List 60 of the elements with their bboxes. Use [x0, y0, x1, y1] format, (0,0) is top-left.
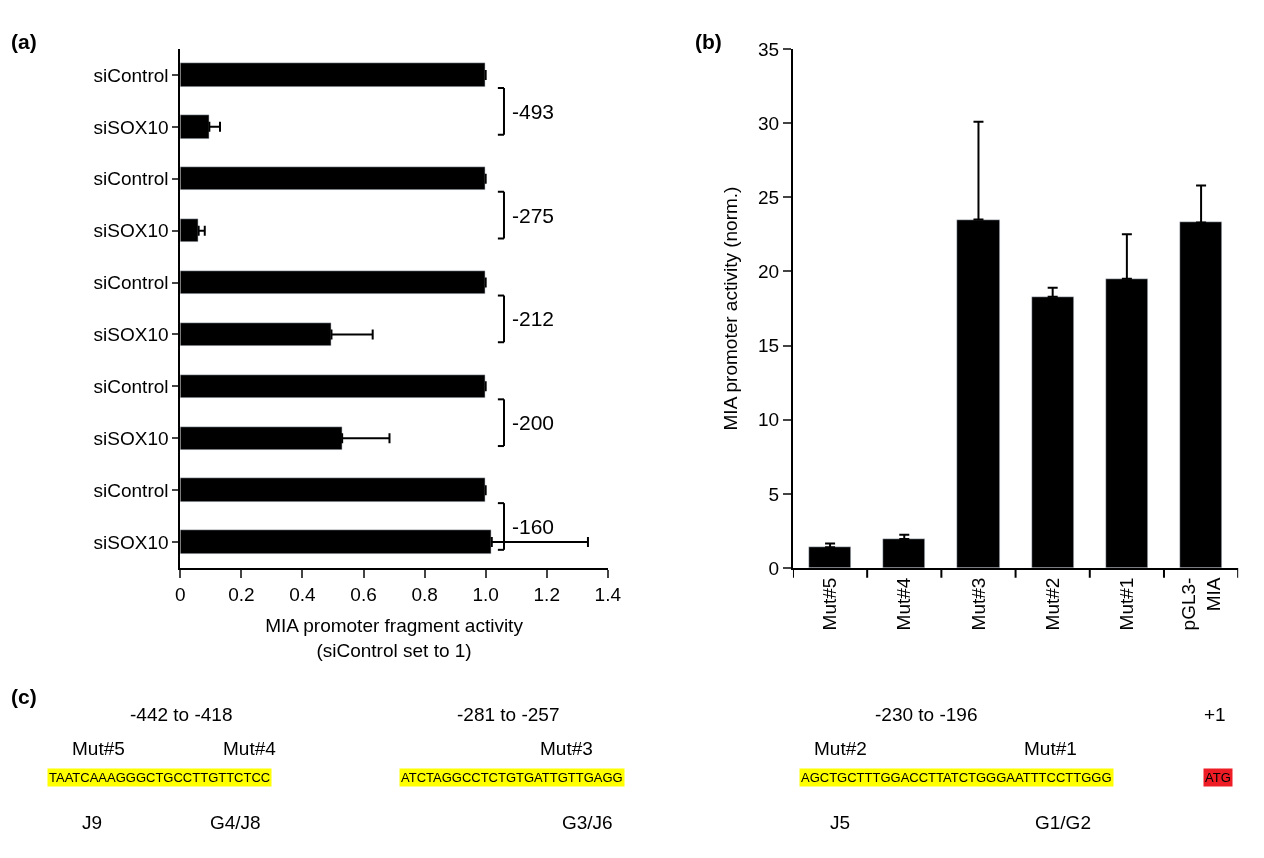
- text: G4/J8: [210, 812, 261, 833]
- x-tick-label: Mut#3: [967, 577, 989, 631]
- y-tick-label: 10: [758, 409, 780, 431]
- text: TAATCAAAGGGCTGCCTTGTTCTCC: [49, 770, 271, 785]
- chart-title: (a): [11, 30, 37, 53]
- y-tick-label: 25: [758, 186, 780, 208]
- x-axis-title: MIA promoter fragment activity (siControl set to 1): [265, 615, 524, 661]
- annotation: -212: [512, 307, 555, 330]
- text: ATG: [1205, 770, 1231, 785]
- text: Mut#1: [1024, 738, 1077, 759]
- x-tick-label: Mut#4: [893, 577, 915, 631]
- text: Mut#5: [72, 738, 125, 759]
- text: G3/J6: [562, 812, 613, 833]
- x-tick-label: Mut#1: [1116, 577, 1138, 631]
- x-tick-label: 0.6: [350, 583, 377, 605]
- y-tick-label: 15: [758, 335, 780, 357]
- y-tick-label: 5: [768, 483, 780, 505]
- y-tick-label: siControl: [93, 168, 169, 190]
- x-tick-label: pGL3- MIA: [1177, 577, 1224, 631]
- x-tick-label: 0.2: [228, 583, 255, 605]
- y-tick-label: 20: [758, 261, 780, 283]
- y-tick-label: siSOX10: [93, 531, 169, 553]
- text: +1: [1204, 704, 1226, 725]
- text: -442 to -418: [130, 704, 233, 725]
- x-tick-label: 1.4: [594, 583, 622, 605]
- text: (c): [11, 685, 37, 708]
- y-tick-label: siSOX10: [93, 116, 169, 138]
- text: Mut#3: [540, 738, 593, 759]
- annotation: -200: [512, 411, 555, 434]
- text: G1/G2: [1035, 812, 1091, 833]
- x-tick-label: 0.8: [411, 583, 438, 605]
- x-tick-label: Mut#2: [1041, 577, 1063, 631]
- y-tick-label: siControl: [93, 64, 169, 86]
- y-tick-label: siSOX10: [93, 324, 169, 346]
- y-tick-label: 30: [758, 112, 780, 134]
- text: Mut#2: [814, 738, 867, 759]
- x-tick-label: 1.0: [472, 583, 499, 605]
- y-tick-label: 35: [758, 38, 780, 60]
- x-tick-label: 0: [175, 583, 186, 605]
- text: -281 to -257: [457, 704, 560, 725]
- text: J5: [830, 812, 851, 833]
- y-tick-label: siControl: [93, 479, 169, 501]
- annotation: -275: [512, 204, 555, 227]
- y-tick-label: siControl: [93, 272, 169, 294]
- y-tick-label: 0: [768, 557, 780, 579]
- text: Mut#4: [223, 738, 277, 759]
- text: AGCTGCTTTGGACCTTATCTGGGAATTTCCTTGGG: [801, 770, 1112, 785]
- x-tick-label: Mut#5: [819, 577, 841, 631]
- y-axis-title: MIA promoter activity (norm.): [720, 186, 742, 431]
- x-tick-label: 1.2: [533, 583, 560, 605]
- text: ATCTAGGCCTCTGTGATTGTTGAGG: [401, 770, 623, 785]
- text: J9: [82, 812, 103, 833]
- annotation: -160: [512, 515, 555, 538]
- text: -230 to -196: [875, 704, 978, 725]
- x-tick-label: 0.4: [289, 583, 317, 605]
- annotation: -493: [512, 100, 555, 123]
- chart-title: (b): [695, 30, 722, 53]
- y-tick-label: siSOX10: [93, 427, 169, 449]
- y-tick-label: siSOX10: [93, 220, 169, 242]
- y-tick-label: siControl: [93, 376, 169, 398]
